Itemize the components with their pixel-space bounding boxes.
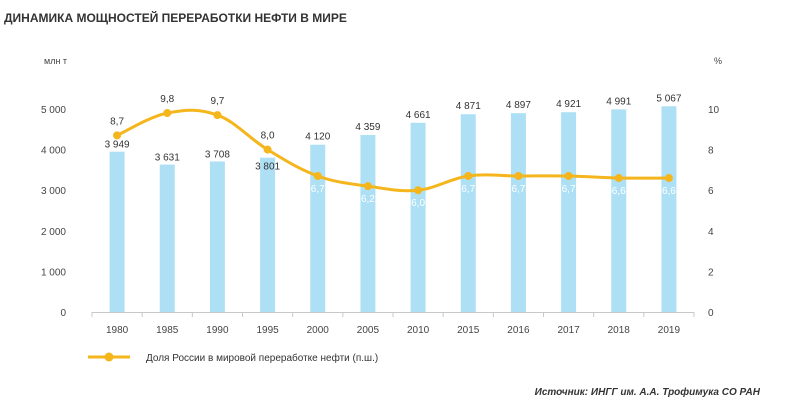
line-point	[664, 174, 673, 183]
right-tick-label: 2	[708, 267, 714, 278]
x-tick-label: 2017	[557, 325, 580, 336]
line-value-label: 6,7	[311, 184, 325, 195]
x-tick-label: 1980	[106, 325, 129, 336]
x-tick-label: 2016	[507, 325, 530, 336]
x-tick-label: 1990	[206, 325, 229, 336]
bar	[561, 112, 577, 312]
line-series	[113, 108, 673, 195]
x-tick-label: 2005	[357, 325, 380, 336]
bar	[310, 144, 326, 312]
bar-value-label: 4 871	[456, 101, 481, 112]
line-point	[363, 182, 372, 191]
line-value-label: 9,8	[160, 94, 174, 105]
line-value-label: 6,0	[411, 198, 425, 209]
bar	[661, 106, 677, 312]
right-axis-unit: %	[714, 56, 722, 66]
x-tick-label: 2019	[658, 325, 681, 336]
line-point	[464, 171, 473, 180]
bar	[460, 114, 476, 312]
bar-value-label: 4 921	[556, 99, 581, 110]
line-value-label: 6,7	[562, 184, 576, 195]
bar-value-label: 4 661	[406, 110, 431, 121]
x-axis-ticks: 1980 1985 1990 1995 2000 2005 2010 2015 2016 2017…	[91, 312, 695, 336]
left-axis-unit: млн т	[44, 56, 67, 66]
x-tick-label: 2018	[608, 325, 631, 336]
line-point	[113, 131, 122, 140]
bar	[159, 164, 175, 312]
bar-value-label: 4 120	[305, 132, 330, 143]
line-value-label: 9,7	[210, 96, 224, 107]
line-point	[263, 145, 272, 154]
line-value-label: 6,7	[511, 184, 525, 195]
legend-label: Доля России в мировой переработке нефти …	[146, 352, 378, 364]
right-tick-label: 6	[708, 186, 714, 197]
right-axis-ticks: 0 2 4 6 8 10	[708, 105, 720, 319]
bar	[360, 135, 376, 312]
source-note: Источник: ИНГГ им. А.А. Трофимука СО РАН	[535, 386, 761, 398]
line-point	[313, 171, 322, 180]
line-value-label: 6,2	[361, 194, 375, 205]
line-labels: 8,7 9,8 9,7 8,0 6,7 6,2 6,0 6,7 6,7 6,7 6,6 6,6	[110, 94, 676, 209]
bar-value-label: 3 801	[255, 162, 280, 173]
line-value-label: 6,7	[461, 184, 475, 195]
x-tick-label: 2010	[407, 325, 430, 336]
x-tick-label: 2000	[307, 325, 330, 336]
bar	[510, 113, 526, 313]
line-value-label: 8,7	[110, 116, 124, 127]
bar-value-label: 4 991	[606, 96, 631, 107]
left-tick-label: 2 000	[41, 227, 66, 238]
x-tick-label: 1985	[156, 325, 179, 336]
bar-value-label: 4 359	[355, 122, 380, 133]
left-tick-label: 0	[60, 308, 66, 319]
line-value-label: 8,0	[261, 131, 275, 142]
line-point	[163, 109, 172, 118]
right-tick-label: 8	[708, 146, 714, 157]
bar	[109, 151, 125, 312]
bar-labels: 3 949 3 631 3 708 3 801 4 120 4 359 4 661 4 871…	[105, 93, 682, 172]
bar-value-label: 3 708	[205, 149, 230, 160]
right-tick-label: 10	[708, 105, 720, 116]
line-value-label: 6,6	[662, 186, 676, 197]
line-point	[514, 171, 523, 180]
bar-value-label: 3 631	[155, 153, 180, 164]
chart-title: ДИНАМИКА МОЩНОСТЕЙ ПЕРЕРАБОТКИ НЕФТИ В М…	[4, 10, 347, 25]
left-axis-ticks: 0 1 000 2 000 3 000 4 000 5 000	[41, 105, 66, 319]
bar	[209, 161, 225, 312]
line-point	[414, 186, 423, 195]
right-tick-label: 4	[708, 227, 714, 238]
share-line	[116, 108, 669, 193]
line-point	[614, 174, 623, 183]
x-tick-label: 1995	[256, 325, 279, 336]
bar-value-label: 3 949	[105, 140, 130, 151]
bar	[410, 122, 426, 312]
legend: Доля России в мировой переработке нефти …	[88, 352, 378, 364]
bar	[260, 157, 276, 312]
bar	[611, 109, 627, 312]
left-tick-label: 4 000	[41, 146, 66, 157]
right-tick-label: 0	[708, 308, 714, 319]
line-value-label: 6,6	[612, 186, 626, 197]
line-point	[564, 171, 573, 180]
legend-marker	[104, 352, 114, 362]
x-tick-label: 2015	[457, 325, 480, 336]
line-point	[213, 111, 222, 120]
left-tick-label: 1 000	[41, 267, 66, 278]
left-tick-label: 3 000	[41, 186, 66, 197]
bar-value-label: 5 067	[656, 93, 681, 104]
left-tick-label: 5 000	[41, 105, 66, 116]
bar-value-label: 4 897	[506, 100, 531, 111]
bar-series	[109, 106, 677, 313]
